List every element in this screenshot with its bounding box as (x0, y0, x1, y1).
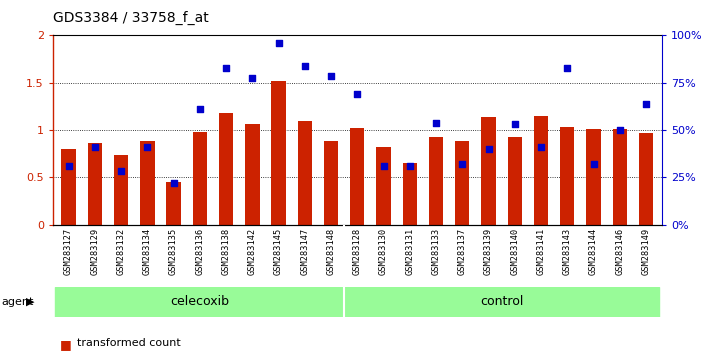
Bar (166, 182, 181, 225)
Bar (245, 124, 260, 225)
Bar (324, 142, 338, 225)
Point (378, 163, 389, 169)
Text: celecoxib: celecoxib (170, 295, 230, 308)
Text: GSM283144: GSM283144 (589, 228, 598, 275)
Bar (344, 287, 659, 317)
Bar (612, 129, 627, 225)
Text: GSM283131: GSM283131 (406, 228, 414, 275)
Bar (219, 113, 233, 225)
Point (641, 101, 652, 107)
Point (63, 163, 74, 169)
Bar (586, 129, 601, 225)
Text: GSM283139: GSM283139 (484, 228, 493, 275)
Bar (482, 117, 496, 225)
Point (142, 144, 153, 150)
Text: GSM283136: GSM283136 (195, 228, 204, 275)
Text: GSM283130: GSM283130 (379, 228, 388, 275)
Text: GSM283135: GSM283135 (169, 228, 178, 275)
Bar (87, 143, 102, 225)
Bar (271, 81, 286, 225)
Text: ▶: ▶ (26, 297, 34, 307)
Text: GSM283137: GSM283137 (458, 228, 467, 275)
Text: GSM283141: GSM283141 (536, 228, 546, 275)
Bar (193, 132, 207, 225)
Point (614, 127, 625, 133)
Bar (140, 142, 154, 225)
Text: GSM283134: GSM283134 (143, 228, 152, 275)
Bar (350, 128, 365, 225)
Point (483, 146, 494, 152)
Text: transformed count: transformed count (77, 338, 181, 348)
Bar (403, 163, 417, 225)
Point (509, 121, 520, 127)
Text: GDS3384 / 33758_f_at: GDS3384 / 33758_f_at (53, 11, 208, 25)
Point (246, 75, 258, 81)
Point (588, 161, 599, 167)
Bar (455, 142, 470, 225)
Bar (377, 147, 391, 225)
Text: control: control (480, 295, 523, 308)
Text: GSM283147: GSM283147 (301, 228, 309, 275)
Point (351, 91, 363, 97)
Bar (61, 149, 76, 225)
Point (457, 161, 468, 167)
Point (273, 40, 284, 46)
Text: GSM283128: GSM283128 (353, 228, 362, 275)
Text: GSM283129: GSM283129 (90, 228, 99, 275)
Text: ■: ■ (60, 338, 72, 351)
Text: agent: agent (1, 297, 34, 307)
Text: GSM283143: GSM283143 (562, 228, 572, 275)
Point (168, 180, 180, 186)
Text: GSM283140: GSM283140 (510, 228, 520, 275)
Text: GSM283145: GSM283145 (274, 228, 283, 275)
Bar (508, 137, 522, 225)
Text: GSM283146: GSM283146 (615, 228, 624, 275)
Bar (298, 121, 312, 225)
Point (325, 73, 337, 79)
Point (194, 107, 206, 112)
Text: GSM283133: GSM283133 (432, 228, 441, 275)
Text: GSM283138: GSM283138 (222, 228, 230, 275)
Point (220, 65, 232, 70)
Text: GSM283142: GSM283142 (248, 228, 257, 275)
Point (89, 144, 101, 150)
Point (562, 65, 573, 70)
Point (115, 168, 127, 174)
Text: GSM283149: GSM283149 (641, 228, 650, 275)
Bar (639, 133, 653, 225)
Bar (56, 287, 344, 317)
Bar (560, 127, 574, 225)
Text: GSM283127: GSM283127 (64, 228, 73, 275)
Point (404, 163, 415, 169)
Text: GSM283132: GSM283132 (117, 228, 125, 275)
Bar (114, 155, 128, 225)
Point (430, 120, 441, 125)
Bar (429, 137, 444, 225)
Point (535, 144, 546, 150)
Bar (534, 116, 548, 225)
Point (299, 63, 310, 69)
Text: GSM283148: GSM283148 (327, 228, 336, 275)
